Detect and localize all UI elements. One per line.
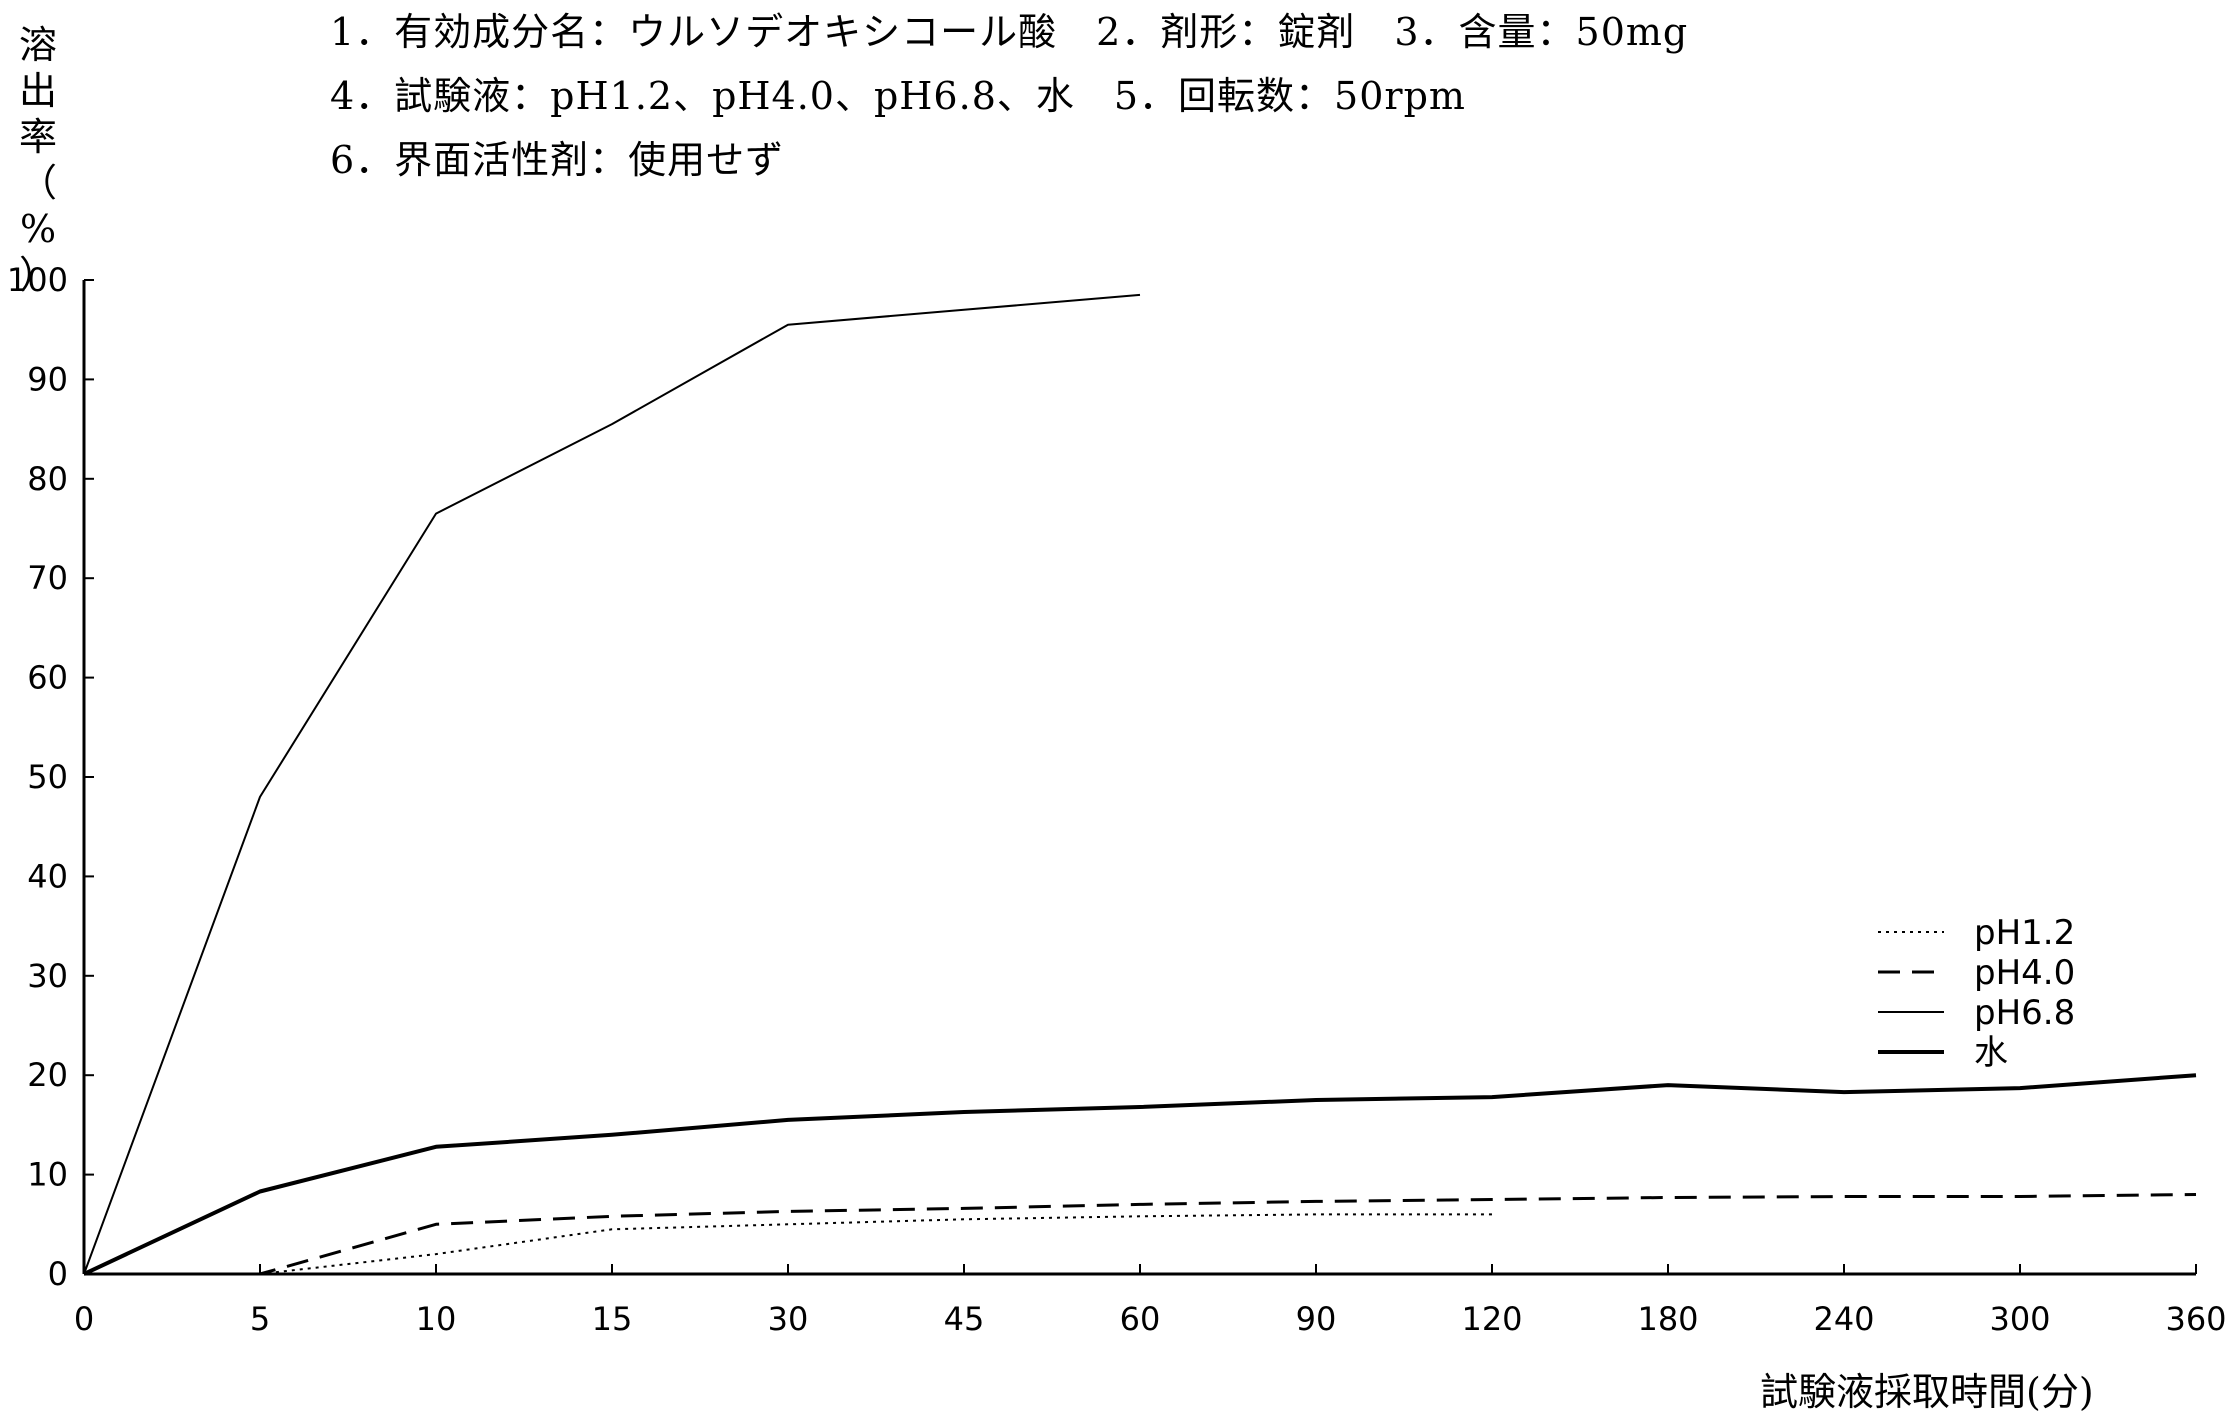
chart-header: 1．有効成分名：ウルソデオキシコール酸 2．剤形：錠剤 3．含量：50mg 4．…: [330, 0, 1688, 192]
y-tick-label: 60: [27, 659, 68, 697]
y-axis-label-char: ）: [18, 253, 57, 297]
y-tick-label: 20: [27, 1056, 68, 1094]
series-line-3: [83, 1073, 2197, 1276]
y-axis-label: 溶出率（%）: [8, 22, 68, 298]
y-axis-label-char: （: [18, 161, 57, 205]
y-tick-label: 100: [7, 261, 68, 299]
x-tick-label: 300: [1989, 1300, 2050, 1338]
y-tick-label: 90: [27, 360, 68, 398]
legend-label: pH6.8: [1974, 993, 2075, 1033]
x-tick-label: 120: [1461, 1300, 1522, 1338]
x-tick-label: 30: [768, 1300, 809, 1338]
x-tick-label: 5: [250, 1300, 270, 1338]
y-tick-label: 40: [27, 857, 68, 895]
y-tick-label: 10: [27, 1156, 68, 1194]
y-axis-label-char: %: [19, 207, 57, 251]
x-tick-label: 45: [944, 1300, 985, 1338]
y-tick-label: 0: [48, 1255, 68, 1293]
y-axis-label-char: 溶: [18, 23, 57, 67]
series-line-2: [83, 293, 1141, 1275]
y-tick-label: 30: [27, 957, 68, 995]
header-line-3: 6．界面活性剤：使用せず: [330, 138, 785, 182]
x-tick-label: 60: [1120, 1300, 1161, 1338]
series-line-1: [84, 1193, 2197, 1276]
legend-label: pH1.2: [1974, 913, 2075, 953]
series-line-0: [84, 1213, 1492, 1275]
header-line-1: 1．有効成分名：ウルソデオキシコール酸 2．剤形：錠剤 3．含量：50mg: [330, 10, 1689, 54]
x-tick-label: 180: [1637, 1300, 1698, 1338]
x-tick-label: 0: [74, 1300, 94, 1338]
x-axis-label: 試験液採取時間(分): [1760, 1370, 2094, 1414]
y-tick-label: 80: [27, 460, 68, 498]
legend-label: pH4.0: [1974, 953, 2075, 993]
x-ticks: 0 5 10 15 30 45 60 90 120 180 240 300 360: [74, 1264, 2227, 1338]
x-tick-label: 240: [1813, 1300, 1874, 1338]
header-line-2: 4．試験液：pH1.2、pH4.0、pH6.8、水 5．回転数：50rpm: [330, 74, 1466, 118]
y-tick-label: 50: [27, 758, 68, 796]
axes: [82, 280, 2196, 1276]
x-tick-label: 360: [2165, 1300, 2226, 1338]
y-tick-label: 70: [27, 559, 68, 597]
x-tick-label: 90: [1296, 1300, 1337, 1338]
y-ticks: 0 10 20 30 40 50 60 70 80 90 100: [7, 261, 94, 1293]
y-axis-label-char: 率: [18, 115, 57, 159]
x-tick-label: 10: [416, 1300, 457, 1338]
x-tick-label: 15: [592, 1300, 633, 1338]
y-axis-label-char: 出: [18, 69, 57, 113]
legend-label: 水: [1974, 1033, 2008, 1073]
series-lines: [83, 293, 2197, 1276]
